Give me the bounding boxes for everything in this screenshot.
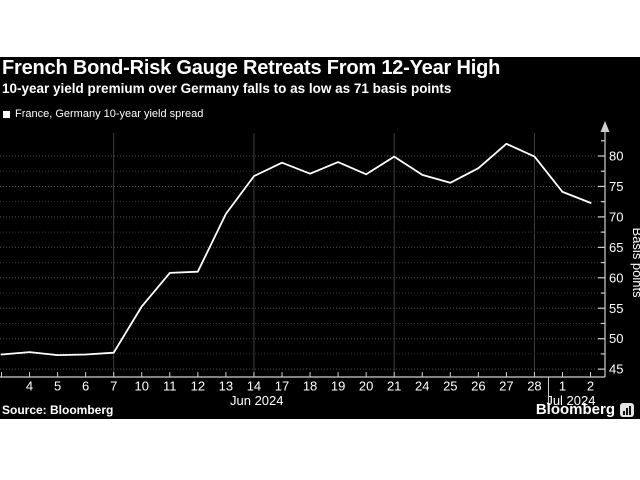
- bloomberg-wordmark: Bloomberg: [535, 401, 615, 418]
- legend-label: France, Germany 10-year yield spread: [15, 108, 204, 120]
- source-note: Source: Bloomberg: [2, 403, 114, 417]
- svg-text:7: 7: [110, 379, 117, 394]
- svg-text:1: 1: [559, 379, 566, 394]
- svg-text:26: 26: [471, 379, 485, 394]
- svg-text:14: 14: [247, 379, 261, 394]
- svg-text:21: 21: [387, 379, 401, 394]
- svg-text:4: 4: [26, 379, 33, 394]
- svg-text:18: 18: [303, 379, 317, 394]
- svg-text:10: 10: [135, 379, 149, 394]
- svg-text:25: 25: [443, 379, 457, 394]
- bloomberg-brand: Bloomberg: [536, 401, 634, 418]
- bloomberg-terminal-icon: [620, 402, 634, 417]
- svg-text:60: 60: [609, 270, 623, 285]
- svg-text:17: 17: [275, 379, 289, 394]
- svg-text:11: 11: [163, 379, 177, 394]
- svg-text:19: 19: [331, 379, 345, 394]
- legend-swatch-icon: [3, 110, 10, 118]
- svg-text:80: 80: [609, 149, 623, 164]
- chart-title: French Bond-Risk Gauge Retreats From 12-…: [2, 57, 501, 79]
- svg-text:Basis points: Basis points: [630, 228, 640, 299]
- svg-text:5: 5: [54, 379, 61, 394]
- svg-text:Jun 2024: Jun 2024: [230, 393, 284, 408]
- svg-text:12: 12: [191, 379, 205, 394]
- svg-text:75: 75: [609, 179, 623, 194]
- svg-text:2: 2: [587, 379, 594, 394]
- svg-text:55: 55: [609, 301, 623, 316]
- svg-text:65: 65: [609, 240, 623, 255]
- svg-text:24: 24: [415, 379, 429, 394]
- svg-text:Jul 2024: Jul 2024: [546, 393, 595, 408]
- svg-text:20: 20: [359, 379, 373, 394]
- chart-panel: French Bond-Risk Gauge Retreats From 12-…: [0, 57, 640, 419]
- svg-text:6: 6: [82, 379, 89, 394]
- svg-text:28: 28: [527, 379, 541, 394]
- svg-text:27: 27: [499, 379, 513, 394]
- svg-text:50: 50: [609, 331, 623, 346]
- svg-text:13: 13: [219, 379, 233, 394]
- svg-text:70: 70: [609, 209, 623, 224]
- legend: France, Germany 10-year yield spread: [3, 108, 203, 120]
- svg-text:45: 45: [609, 362, 623, 377]
- chart-subtitle: 10-year yield premium over Germany falls…: [2, 81, 452, 96]
